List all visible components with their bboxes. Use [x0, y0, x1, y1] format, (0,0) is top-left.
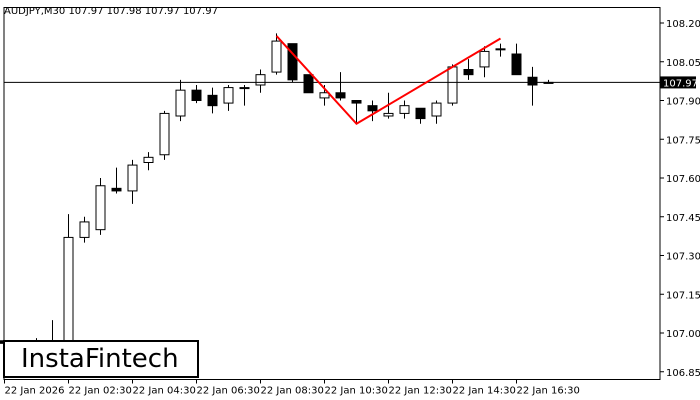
bull-candle — [159, 112, 170, 156]
bull-candle — [319, 92, 330, 99]
bull-candle — [399, 105, 410, 114]
bear-candle — [463, 69, 474, 76]
bull-candle — [143, 156, 154, 163]
current-price-tag: 107.97 — [660, 76, 698, 89]
instafintech-logo: InstaFintech — [3, 340, 199, 378]
x-tick-label: 22 Jan 04:30 — [133, 386, 196, 397]
bear-candle — [111, 187, 122, 192]
bull-candle — [431, 102, 442, 117]
bull-candle — [271, 40, 282, 73]
bull-candle — [223, 87, 234, 104]
bull-candle — [383, 112, 394, 117]
y-tick-label: 107.75 — [666, 135, 700, 146]
bear-candle — [351, 100, 362, 104]
bull-candle — [175, 89, 186, 117]
chart-title: AUDJPY,M30 107.97 107.98 107.97 107.97 — [4, 6, 218, 17]
bull-candle — [63, 236, 74, 347]
bull-candle — [495, 48, 506, 51]
bull-candle — [79, 221, 90, 238]
price-axis: 108.20 108.05 107.90 107.75 107.60 107.45 107.… — [660, 19, 700, 379]
plot-area — [3, 7, 661, 380]
logo-text: InstaFintech — [21, 344, 179, 374]
y-tick-label: 107.30 — [666, 252, 700, 263]
bear-candle — [303, 74, 314, 94]
y-tick-label: 107.45 — [666, 213, 700, 224]
bear-candle — [287, 43, 298, 81]
x-tick-label: 22 Jan 16:30 — [517, 386, 580, 397]
bear-candle — [511, 53, 522, 76]
bull-candle — [127, 164, 138, 192]
y-tick-label: 107.60 — [666, 174, 700, 185]
bull-candle — [255, 74, 266, 86]
x-tick-label: 22 Jan 10:30 — [325, 386, 388, 397]
bull-candle — [447, 66, 458, 104]
y-tick-label: 107.90 — [666, 97, 700, 108]
x-tick-label: 22 Jan 08:30 — [261, 386, 324, 397]
bear-candle — [191, 89, 202, 101]
y-tick-label: 108.05 — [666, 58, 700, 69]
x-tick-label: 22 Jan 2026 — [5, 386, 65, 397]
bull-candle — [239, 87, 250, 90]
bear-candle — [207, 94, 218, 107]
y-tick-label: 107.00 — [666, 329, 700, 340]
x-tick-label: 22 Jan 02:30 — [69, 386, 132, 397]
time-axis: 22 Jan 2026 22 Jan 02:30 22 Jan 04:30 22 Ja… — [4, 379, 580, 397]
bear-candle — [415, 107, 426, 120]
y-tick-label: 106.85 — [666, 368, 700, 379]
bear-candle — [335, 92, 346, 99]
x-tick-label: 22 Jan 12:30 — [389, 386, 452, 397]
bear-candle — [527, 76, 538, 86]
y-tick-label: 108.20 — [666, 19, 700, 30]
x-tick-label: 22 Jan 14:30 — [453, 386, 516, 397]
bull-candle — [95, 185, 106, 231]
double-top-pattern-line — [275, 35, 502, 126]
bear-candle — [367, 105, 378, 112]
y-tick-label: 107.15 — [666, 290, 700, 301]
current-price-label: 107.97 — [663, 78, 698, 89]
x-tick-label: 22 Jan 06:30 — [197, 386, 260, 397]
bull-candle — [479, 50, 490, 68]
